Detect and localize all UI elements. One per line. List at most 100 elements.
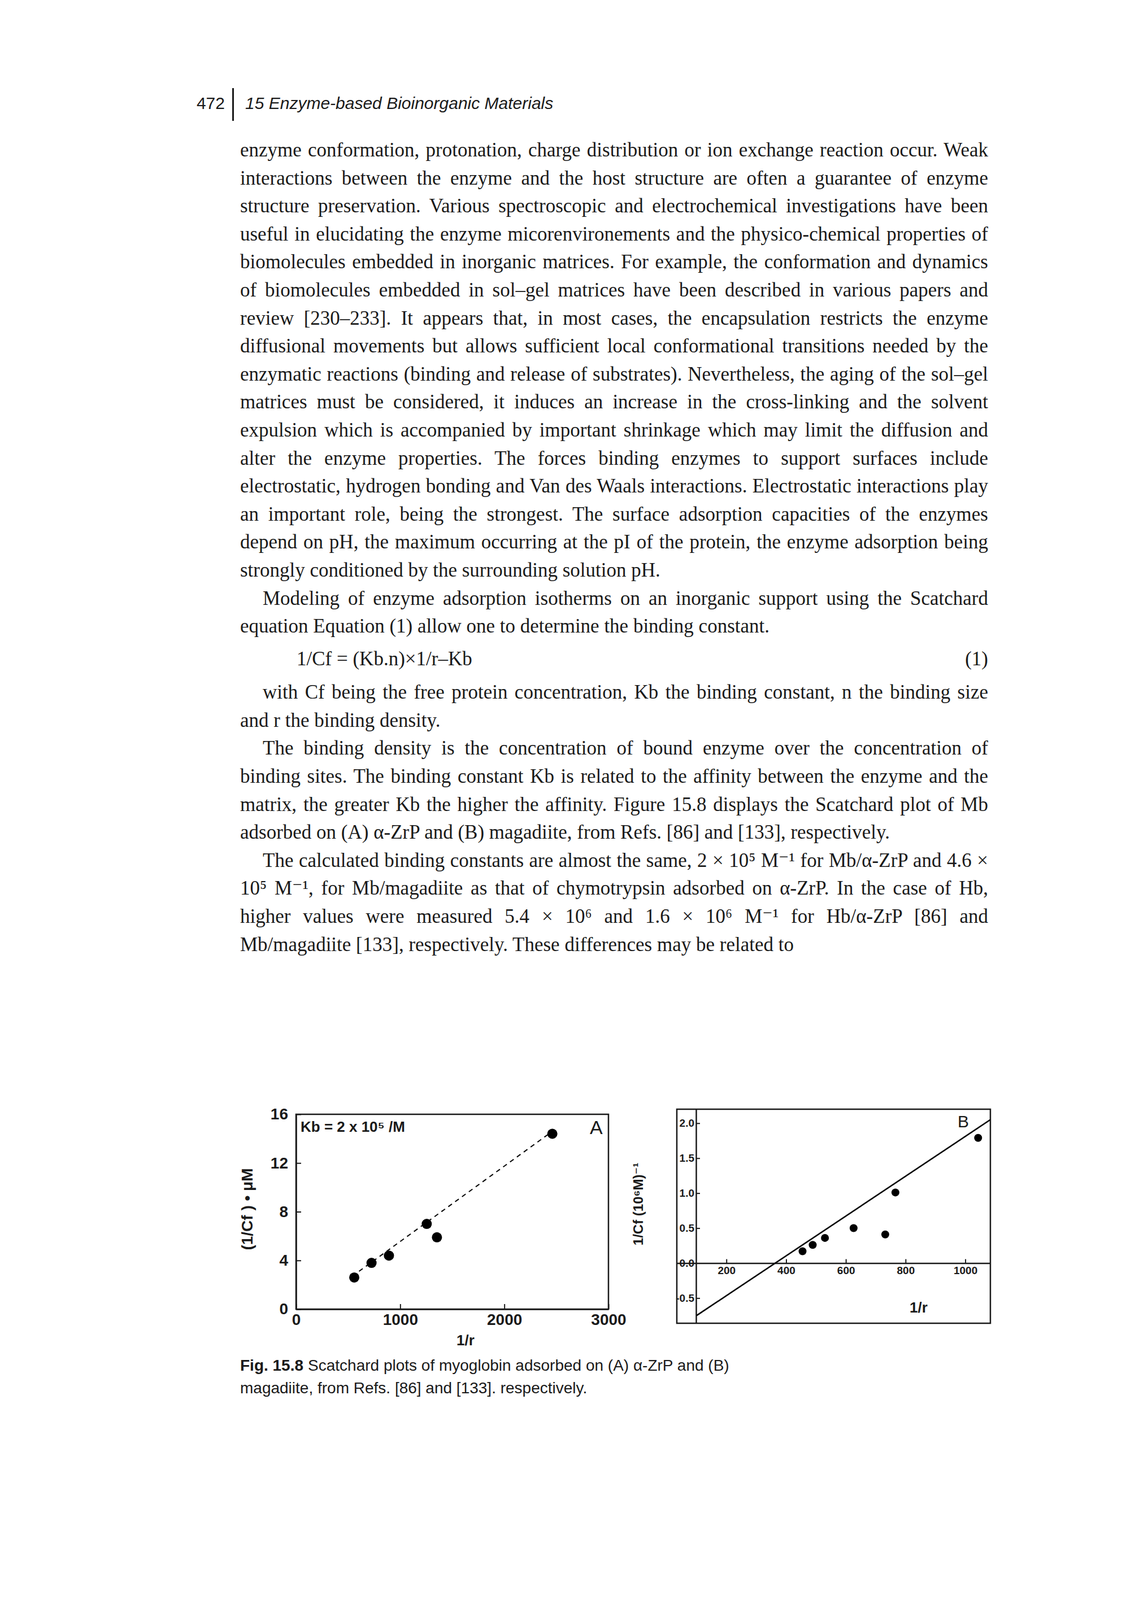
y-tick: 0 [279, 1300, 302, 1319]
paragraph: The binding density is the concentration… [240, 734, 989, 847]
y-axis-title: 1/Cf (10⁶M)⁻¹ [630, 1163, 646, 1246]
page-number: 472 [169, 93, 225, 113]
y-axis: 0 4 8 12 16 [270, 1105, 302, 1319]
x-tick-label: 1000 [383, 1311, 419, 1329]
y-tick-label: 1.5 [679, 1152, 695, 1165]
y-tick-mark [296, 1163, 302, 1165]
caption-text: Scatchard plots of myoglobin adsorbed on… [240, 1357, 730, 1398]
y-axis-line [695, 1110, 698, 1325]
data-point [798, 1247, 807, 1256]
data-point [820, 1234, 829, 1243]
caption-label: Fig. 15.8 [240, 1357, 304, 1375]
plot-frame [676, 1109, 991, 1324]
x-tick-mark [845, 1259, 847, 1264]
x-tick-mark [399, 1304, 402, 1310]
paragraph: with Cf being the free protein concentra… [240, 678, 989, 735]
y-tick-mark [296, 1114, 302, 1116]
y-tick: 1.0 [679, 1187, 700, 1200]
x-tick-label: 1000 [953, 1264, 978, 1277]
data-point [383, 1250, 394, 1261]
fit-line [696, 1120, 991, 1317]
y-tick-label: 0.5 [679, 1222, 695, 1235]
x-tick: 400 [777, 1259, 796, 1277]
y-tick: 4 [279, 1251, 302, 1270]
x-tick-label: 3000 [590, 1311, 626, 1329]
y-tick: 12 [270, 1154, 302, 1173]
y-tick: 0.5 [679, 1222, 700, 1235]
panel-title: B [957, 1112, 969, 1132]
x-tick: 800 [897, 1259, 916, 1277]
x-axis: 0 1000 2000 3000 [292, 1304, 627, 1329]
y-axis: -0.5 0.0 0.5 1.0 1.5 2.0 [675, 1110, 700, 1325]
x-tick-label: 800 [897, 1264, 916, 1277]
x-axis-line [677, 1263, 991, 1265]
y-tick-label: 1.0 [679, 1187, 695, 1200]
x-axis-line [296, 1309, 610, 1311]
x-tick: 600 [837, 1259, 856, 1277]
y-tick-label: 8 [279, 1203, 289, 1221]
x-tick-label: 400 [777, 1264, 796, 1277]
y-tick-mark [696, 1158, 700, 1160]
figure-caption: Fig. 15.8Scatchard plots of myoglobin ad… [240, 1354, 738, 1400]
x-tick-mark [503, 1304, 506, 1310]
y-axis-title: (1/Cf ) • μM [238, 1168, 256, 1251]
paragraph: The calculated binding constants are alm… [240, 846, 989, 959]
x-tick: 200 [717, 1259, 736, 1277]
x-tick-label: 600 [837, 1264, 856, 1277]
y-tick-mark [296, 1211, 302, 1213]
y-tick: 0.0 [679, 1257, 700, 1270]
data-point [973, 1134, 982, 1143]
y-tick-mark [696, 1228, 700, 1230]
x-tick: 1000 [953, 1259, 978, 1277]
y-tick: -0.5 [675, 1292, 700, 1305]
panel-title: A [589, 1116, 603, 1139]
x-tick: 2000 [486, 1304, 523, 1329]
header-rule [232, 88, 234, 121]
fit-line [351, 1131, 552, 1277]
x-tick-mark [964, 1259, 967, 1264]
y-tick: 1.5 [679, 1152, 700, 1165]
data-point [809, 1241, 817, 1250]
y-tick-mark [696, 1298, 700, 1300]
data-point [849, 1224, 858, 1233]
x-tick-mark [785, 1259, 787, 1264]
chart: 2004006008001000-0.50.00.51.01.52.0B1/r1… [630, 1109, 991, 1325]
x-tick-mark [608, 1304, 610, 1310]
marks [349, 1129, 558, 1284]
x-tick-mark [905, 1259, 907, 1264]
y-tick-mark [696, 1263, 700, 1265]
y-tick-mark [696, 1193, 700, 1195]
running-title: 15 Enzyme-based Bioinorganic Materials [245, 93, 554, 113]
data-point [431, 1232, 442, 1243]
x-tick: 3000 [590, 1304, 626, 1329]
equation: 1/Cf = (Kb.n)×1/r–Kb (1) [240, 645, 989, 674]
equation-text: 1/Cf = (Kb.n)×1/r–Kb [296, 648, 473, 671]
chart: 0 1000 2000 3000 0 4 8 12 16 A Kb = 2 x 10⁵ /M 1/r (… [238, 1105, 627, 1350]
y-tick-mark [296, 1260, 302, 1262]
y-tick-label: -0.5 [675, 1292, 695, 1305]
data-point [547, 1129, 558, 1140]
x-tick-label: 0 [292, 1311, 302, 1329]
data-point [881, 1231, 890, 1239]
y-tick: 16 [270, 1105, 302, 1124]
data-point [891, 1188, 900, 1197]
y-tick-mark [296, 1309, 302, 1311]
paragraph: Modeling of enzyme adsorption isotherms … [240, 584, 989, 641]
y-tick-label: 12 [270, 1154, 289, 1173]
annotation: Kb = 2 x 10⁵ /M [300, 1118, 406, 1136]
data-point [349, 1272, 360, 1284]
y-tick-label: 2.0 [679, 1117, 695, 1130]
y-tick: 2.0 [679, 1117, 700, 1130]
x-axis: 200 400 600 800 1000 [677, 1259, 991, 1277]
y-tick-label: 0 [279, 1300, 289, 1319]
marks [696, 1120, 991, 1317]
x-tick-label: 2000 [486, 1311, 523, 1329]
x-tick-label: 200 [717, 1264, 736, 1277]
x-axis-title: 1/r [456, 1332, 475, 1350]
plot-frame [296, 1114, 609, 1310]
y-tick-mark [696, 1123, 700, 1125]
text-block: enzyme conformation, protonation, charge… [240, 136, 989, 959]
y-tick-label: 0.0 [679, 1257, 695, 1270]
equation-number: (1) [964, 645, 989, 674]
paragraph: enzyme conformation, protonation, charge… [240, 136, 989, 585]
